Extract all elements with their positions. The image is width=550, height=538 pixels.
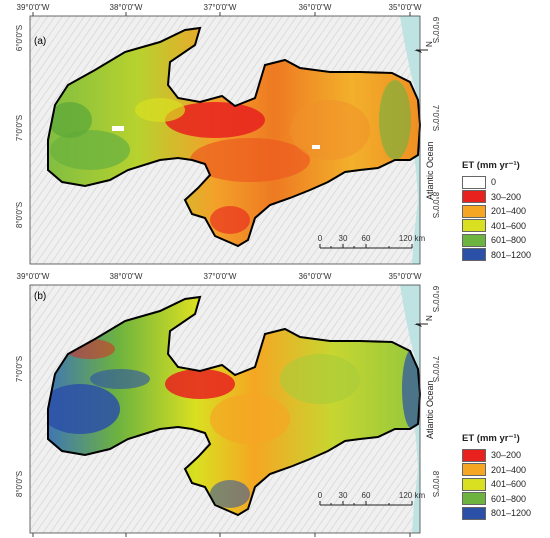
legend-item: 601–800	[462, 233, 548, 248]
scale-tick: 120 km	[399, 491, 426, 500]
scale-tick: 60	[362, 491, 371, 500]
map-b-svg: 39°0'0"W 38°0'0"W 37°0'0"W 36°0'0"W 35°0…	[15, 272, 440, 537]
lon-label: 39°0'0"W	[17, 3, 50, 12]
lon-label: 35°0'0"W	[389, 3, 422, 12]
lat-ticks-a: 6°0'0"S 7°0'0"S 8°0'0"S 6°0'0"S 7°0'0"S …	[15, 17, 440, 228]
legend-item: 30–200	[462, 448, 548, 463]
legend-item: 801–1200	[462, 248, 548, 263]
lat-label-right: 6°0'0"S	[431, 17, 440, 43]
legend-swatch	[462, 248, 486, 262]
legend-swatch	[462, 190, 486, 204]
legend-item: 201–400	[462, 204, 548, 219]
lat-label-right: 7°0'0"S	[431, 105, 440, 131]
scale-tick: 60	[362, 234, 371, 243]
legend-swatch	[462, 506, 486, 520]
legend-item: 401–600	[462, 477, 548, 492]
lon-label: 37°0'0"W	[204, 272, 237, 281]
legend-swatch	[462, 219, 486, 233]
lon-label: 36°0'0"W	[299, 3, 332, 12]
lat-label-right: 6°0'0"S	[431, 286, 440, 312]
legend-title: ET (mm yr⁻¹)	[462, 433, 520, 444]
lon-ticks-b: 39°0'0"W 38°0'0"W 37°0'0"W 36°0'0"W 35°0…	[17, 272, 422, 537]
lat-label-right: 8°0'0"S	[431, 192, 440, 218]
lon-label: 37°0'0"W	[204, 3, 237, 12]
scale-tick: 120 km	[399, 234, 426, 243]
lat-label-right: 7°0'0"S	[431, 356, 440, 382]
legend-item: 401–600	[462, 219, 548, 234]
legend-title: ET (mm yr⁻¹)	[462, 160, 520, 171]
lat-label-left: 8°0'0"S	[15, 202, 24, 228]
north-label: N	[425, 315, 434, 321]
legend-swatch	[462, 175, 486, 189]
lon-ticks-a: 39°0'0"W 38°0'0"W 37°0'0"W 36°0'0"W 35°0…	[17, 3, 422, 16]
lat-label-right: 8°0'0"S	[431, 471, 440, 497]
legend-swatch	[462, 463, 486, 477]
legend-swatch	[462, 204, 486, 218]
legend-swatch	[462, 448, 486, 462]
panel-label-a: (a)	[34, 36, 46, 47]
scale-tick: 30	[339, 491, 348, 500]
legend-swatch	[462, 233, 486, 247]
map-frame-a	[29, 15, 421, 265]
legend-item: 30–200	[462, 190, 548, 205]
lon-label: 35°0'0"W	[389, 272, 422, 281]
legend-a: ET (mm yr⁻¹) 0 30–200 201–400 401–600 60…	[462, 160, 548, 262]
legend-b: ET (mm yr⁻¹) 30–200 201–400 401–600 601–…	[462, 433, 548, 521]
panel-label-b: (b)	[34, 291, 46, 302]
scale-bar-a: 0 30 60 120 km	[318, 234, 426, 249]
map-panel-a: 39°0'0"W 38°0'0"W 37°0'0"W 36°0'0"W 35°0…	[15, 3, 548, 265]
lon-label: 36°0'0"W	[299, 272, 332, 281]
map-frame-b	[29, 284, 421, 534]
north-arrow-icon: N	[414, 41, 434, 53]
legend-item: 601–800	[462, 492, 548, 507]
legend-item: 801–1200	[462, 506, 548, 521]
lon-label: 39°0'0"W	[17, 272, 50, 281]
legend-swatch	[462, 492, 486, 506]
scale-tick: 0	[318, 491, 323, 500]
ocean-label-b: Atlantic Ocean	[425, 380, 435, 439]
lat-label-left: 7°0'0"S	[15, 115, 24, 141]
scale-tick: 30	[339, 234, 348, 243]
ocean-label-a: Atlantic Ocean	[425, 141, 435, 200]
lon-label: 38°0'0"W	[110, 3, 143, 12]
legend-swatch	[462, 477, 486, 491]
lat-ticks-b: 7°0'0"S 8°0'0"S 6°0'0"S 7°0'0"S 8°0'0"S	[15, 286, 440, 497]
legend-item: 0	[462, 175, 548, 190]
lon-label: 38°0'0"W	[110, 272, 143, 281]
scale-tick: 0	[318, 234, 323, 243]
lat-label-left: 7°0'0"S	[15, 356, 24, 382]
north-label: N	[425, 41, 434, 47]
map-panel-b: 39°0'0"W 38°0'0"W 37°0'0"W 36°0'0"W 35°0…	[0, 269, 550, 538]
lat-label-left: 8°0'0"S	[15, 471, 24, 497]
north-arrow-icon: N	[414, 315, 434, 327]
scale-bar-b: 0 30 60 120 km	[318, 491, 426, 506]
ocean-b	[400, 285, 420, 533]
lat-label-left: 6°0'0"S	[15, 25, 24, 51]
legend-item: 201–400	[462, 463, 548, 478]
map-a-svg: 39°0'0"W 38°0'0"W 37°0'0"W 36°0'0"W 35°0…	[15, 3, 440, 265]
ocean-a	[400, 16, 420, 264]
